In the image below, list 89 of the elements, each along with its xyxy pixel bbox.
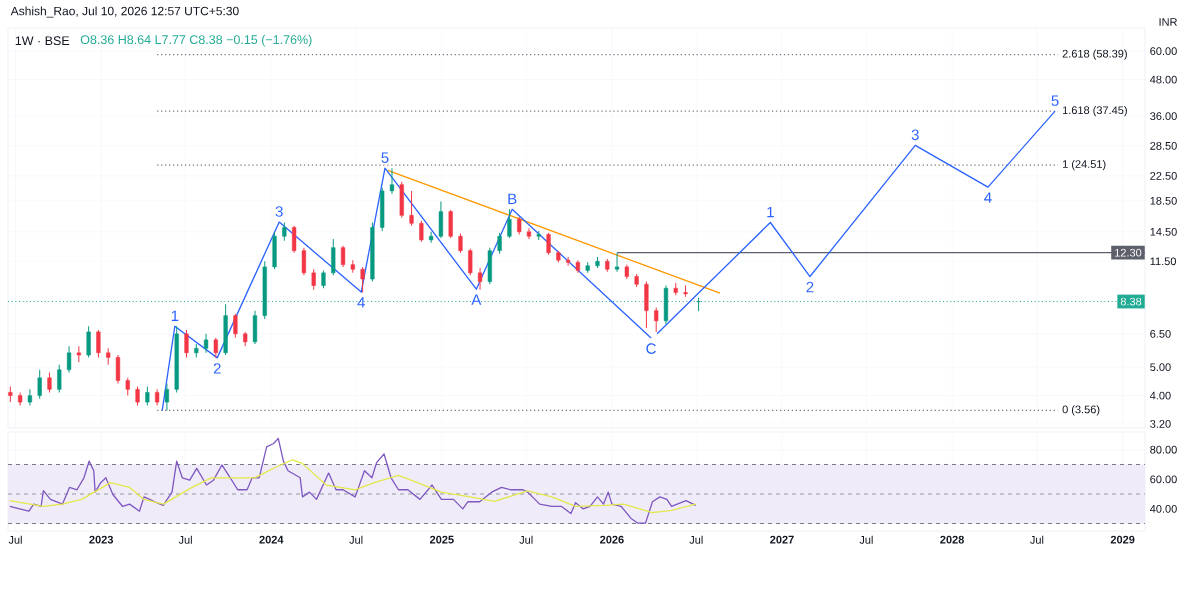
- line-series: [9, 437, 697, 524]
- annotation: 2: [806, 281, 814, 293]
- candlestick: [47, 371, 52, 393]
- x-tick-label: Jul: [859, 535, 873, 544]
- candlestick: [145, 385, 150, 406]
- y-tick-label: 36.00: [1150, 112, 1177, 121]
- annotation: 5: [1051, 95, 1059, 106]
- candlestick: [233, 313, 238, 339]
- candlestick: [389, 167, 395, 195]
- y-tick-label: 60.00: [1150, 47, 1177, 56]
- x-tick-label: 2025: [429, 535, 454, 544]
- y-tick-label: 14.50: [1150, 227, 1177, 236]
- y-tick-label: 48.00: [1149, 75, 1177, 84]
- candlestick: [86, 325, 91, 358]
- annotation: 1: [767, 206, 774, 218]
- y-tick-label: 6.50: [1150, 329, 1171, 338]
- candlestick: [360, 266, 365, 293]
- candlestick: [614, 252, 620, 273]
- annotation: 4: [984, 192, 992, 203]
- candlestick: [57, 364, 62, 393]
- text: INR: [1159, 18, 1177, 26]
- candlestick: [292, 225, 297, 254]
- y-tick-label: 5.00: [1150, 363, 1171, 372]
- x-tick-label: 2028: [940, 535, 964, 544]
- y-tick-label: 60.00: [1150, 475, 1177, 484]
- annotation: 2: [213, 363, 221, 374]
- candlestick: [311, 268, 316, 291]
- candlestick: [282, 221, 287, 242]
- annotation: 0 (3.56): [1062, 405, 1100, 416]
- annotation: C: [646, 343, 656, 354]
- x-tick-label: Jul: [519, 535, 533, 544]
- candlestick: [301, 247, 307, 276]
- x-tick-label: 2023: [89, 535, 114, 544]
- candlestick: [164, 382, 170, 411]
- line-series: [656, 110, 1056, 335]
- y-tick-label: 22.50: [1150, 172, 1177, 180]
- x-tick-label: 2029: [1110, 535, 1135, 544]
- y-tick-label: 3.20: [1150, 420, 1171, 428]
- ref-line-label: 8.38: [1120, 297, 1142, 306]
- candlestick: [429, 231, 434, 244]
- candlestick: [497, 232, 502, 255]
- annotation: 3: [911, 129, 919, 141]
- y-tick-label: 4.00: [1149, 391, 1171, 400]
- candlestick: [566, 256, 571, 267]
- text: 1W · BSE: [15, 36, 70, 46]
- x-tick-label: 2027: [770, 535, 794, 544]
- x-tick-label: Jul: [178, 535, 192, 544]
- y-tick-label: 28.50: [1150, 141, 1177, 150]
- candlestick: [96, 329, 101, 358]
- candlestick: [37, 369, 42, 400]
- candlestick: [654, 306, 659, 333]
- candlestick: [135, 385, 140, 406]
- y-tick-label: 18.50: [1150, 196, 1177, 205]
- candlestick: [203, 333, 209, 354]
- x-tick-label: 2026: [600, 535, 624, 544]
- x-tick-label: Jul: [349, 535, 363, 544]
- annotation: 4: [357, 297, 365, 308]
- annotation: 1.618 (37.45): [1062, 106, 1127, 117]
- annotation: 12.30: [1115, 248, 1142, 257]
- y-tick-label: 11.50: [1150, 257, 1176, 266]
- x-tick-label: Jul: [8, 535, 22, 544]
- y-tick-label: 80.00: [1150, 445, 1177, 454]
- x-tick-label: Jul: [689, 535, 703, 544]
- x-tick-label: 2024: [259, 535, 284, 544]
- candlestick: [213, 337, 218, 358]
- annotation: 1 (24.51): [1062, 159, 1106, 171]
- candlestick: [27, 388, 33, 406]
- text: O8.36 H8.64 L7.77 C8.38 −0.15 (−1.76%): [80, 34, 312, 47]
- annotation: 5: [381, 152, 389, 163]
- candlestick: [115, 354, 121, 384]
- annotation: B: [508, 193, 517, 205]
- candlestick: [458, 233, 463, 254]
- annotation: 2.618 (58.39): [1062, 49, 1127, 60]
- candlestick: [546, 232, 551, 256]
- candlestick: [184, 329, 189, 358]
- candlestick: [66, 345, 72, 373]
- annotation: 3: [275, 206, 283, 217]
- candlestick: [340, 245, 346, 268]
- text: Ashish_Rao, Jul 10, 2026 12:57 UTC+5:30: [10, 6, 239, 18]
- annotation: 1: [171, 310, 179, 321]
- candlestick: [477, 267, 483, 291]
- candlestick: [468, 248, 473, 276]
- annotation: A: [471, 294, 482, 305]
- candlestick: [526, 227, 532, 240]
- candlestick: [419, 220, 424, 243]
- y-tick-label: 40.00: [1149, 504, 1177, 513]
- candlestick: [409, 190, 414, 227]
- candlestick: [507, 208, 512, 239]
- x-tick-label: Jul: [1030, 535, 1044, 544]
